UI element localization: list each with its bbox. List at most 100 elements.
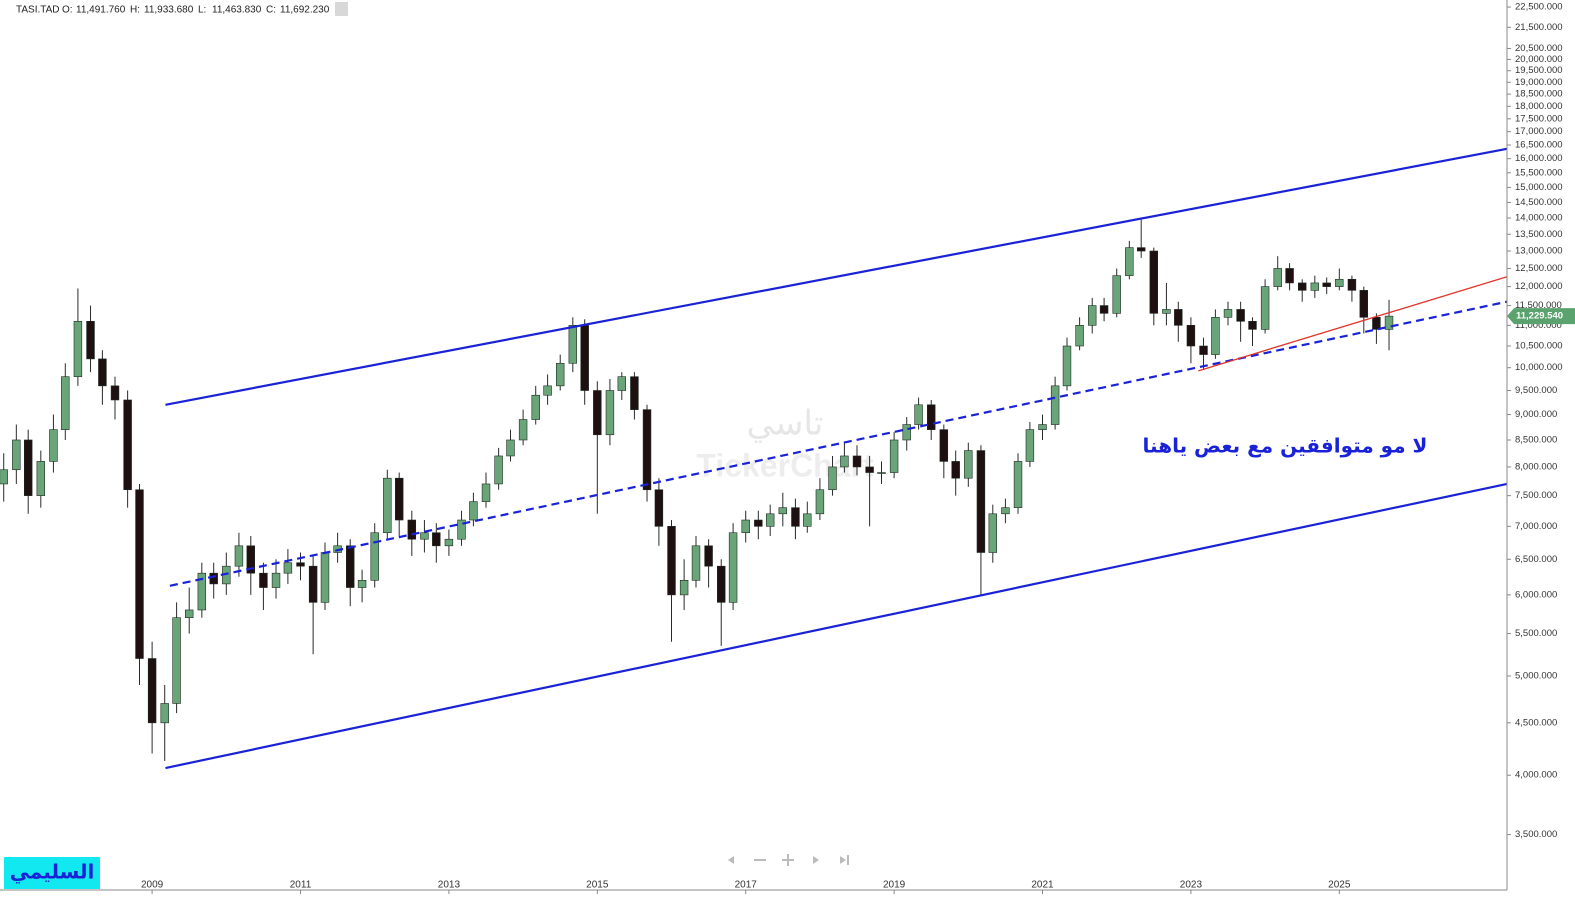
candle-body <box>1211 317 1220 355</box>
candle-body <box>1099 305 1109 314</box>
candle-body <box>964 450 973 479</box>
candle-body <box>407 519 417 540</box>
ohlc-value: 11,933.680 <box>144 5 194 16</box>
nav-controls <box>728 854 849 866</box>
x-tick-label: 2011 <box>290 880 312 891</box>
candle-body <box>1112 275 1121 314</box>
y-tick-label: 11,500.000 <box>1515 300 1562 311</box>
plot <box>0 147 1508 770</box>
nav-prev[interactable] <box>728 856 734 864</box>
candle-body <box>23 439 33 496</box>
candle-body <box>1038 424 1047 430</box>
candle-body <box>765 513 775 527</box>
candle-body <box>1013 461 1023 508</box>
candle-body <box>1248 320 1257 330</box>
candle-body <box>271 572 281 588</box>
y-tick-label: 8,500.000 <box>1515 434 1557 445</box>
candle-body <box>1186 325 1196 347</box>
trend-line <box>165 147 1508 406</box>
y-tick-label: 9,500.000 <box>1515 385 1557 396</box>
candle-body <box>296 562 305 567</box>
candle-body <box>1075 325 1084 347</box>
y-tick-label: 14,000.000 <box>1515 213 1563 224</box>
candle-body <box>518 419 528 441</box>
y-tick-label: 16,500.000 <box>1515 140 1563 151</box>
candle-body <box>1273 268 1282 287</box>
candle-body <box>728 532 738 603</box>
candle-body <box>432 532 441 547</box>
candle-body <box>568 325 578 364</box>
candle-body <box>444 538 454 547</box>
candle-body <box>815 489 825 515</box>
candle-body <box>1347 278 1357 291</box>
candle-body <box>457 519 466 540</box>
x-tick-label: 2013 <box>438 880 461 891</box>
signature-box <box>4 857 100 889</box>
x-tick-label: 2017 <box>735 880 758 891</box>
y-tick-label: 13,000.000 <box>1515 246 1563 257</box>
candle-body <box>1322 282 1331 287</box>
y-tick-label: 19,000.000 <box>1515 77 1563 88</box>
candle-body <box>1260 286 1270 330</box>
y-tick-label: 7,000.000 <box>1515 521 1557 532</box>
candle-body <box>147 658 157 724</box>
y-tick-label: 19,500.000 <box>1515 65 1563 76</box>
y-tick-label: 12,000.000 <box>1515 281 1563 292</box>
y-tick-label: 15,000.000 <box>1515 182 1563 193</box>
candle-body <box>160 703 169 724</box>
candle-body <box>86 320 95 360</box>
y-tick-label: 8,000.000 <box>1515 461 1557 472</box>
candle-body <box>494 455 503 485</box>
x-tick-label: 2021 <box>1031 880 1054 891</box>
candle-body <box>506 439 515 457</box>
candle-body <box>865 466 874 473</box>
candle-body <box>234 545 244 567</box>
candle-body <box>209 572 218 585</box>
candle-body <box>259 572 268 588</box>
y-tick-label: 18,000.000 <box>1515 101 1563 112</box>
candle-body <box>1199 345 1208 355</box>
candle-body <box>642 409 652 491</box>
candle-body <box>704 545 713 567</box>
candle-body <box>791 507 800 527</box>
candle-body <box>741 519 750 534</box>
candle-body <box>877 472 886 474</box>
candle-body <box>914 404 923 425</box>
symbol: TASI.TAD <box>16 5 60 16</box>
nav-next[interactable] <box>813 856 819 864</box>
candle-body <box>531 394 540 420</box>
candle-body <box>630 376 639 410</box>
price-tag <box>1507 308 1575 325</box>
candle-body <box>184 609 194 618</box>
y-tick-label: 4,500.000 <box>1515 717 1557 728</box>
candle-body <box>803 513 812 527</box>
y-tick-label: 11,000.000 <box>1515 320 1562 331</box>
candle-body <box>0 469 8 485</box>
y-tick-label: 20,500.000 <box>1515 43 1563 54</box>
x-tick-label: 2019 <box>883 880 906 891</box>
candle-body <box>1001 507 1010 515</box>
header-button[interactable] <box>335 2 348 16</box>
y-tick-label: 4,000.000 <box>1515 770 1557 781</box>
nav-zoom-out[interactable] <box>754 859 766 861</box>
candle-body <box>691 545 701 581</box>
ohlc-label: C: <box>266 5 276 16</box>
candle-body <box>123 399 132 491</box>
candle-body <box>1088 305 1097 326</box>
candle-body <box>383 477 392 534</box>
nav-end[interactable] <box>840 855 849 865</box>
candle-body <box>852 455 862 468</box>
nav-zoom-in[interactable] <box>782 854 794 866</box>
candle-body <box>902 424 911 441</box>
y-tick-label: 18,500.000 <box>1515 89 1563 100</box>
candle-body <box>49 429 58 462</box>
candle-body <box>12 439 21 471</box>
candle-body <box>754 519 763 527</box>
x-tick-label: 2023 <box>1180 880 1203 891</box>
y-tick-label: 22,500.000 <box>1515 2 1563 13</box>
candle-body <box>778 507 788 515</box>
candle-body <box>1062 345 1072 387</box>
candle-body <box>951 461 960 479</box>
price-tag-label: 11,229.540 <box>1516 311 1563 322</box>
candle-body <box>840 455 849 468</box>
